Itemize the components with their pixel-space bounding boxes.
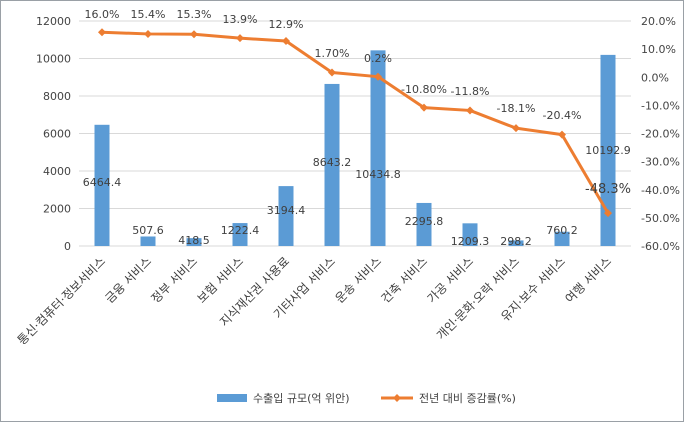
line-point — [98, 28, 106, 37]
line-point — [236, 34, 244, 43]
line-point — [512, 124, 520, 133]
bar-value-label: 298.2 — [500, 235, 532, 248]
bar-series — [94, 50, 616, 247]
legend-bar-swatch — [217, 394, 247, 402]
right-tick-label: -40.0% — [641, 184, 680, 197]
bar — [232, 223, 248, 246]
left-tick-label: 0 — [64, 240, 71, 253]
bar-value-label: 10192.9 — [585, 144, 631, 157]
bar — [462, 223, 478, 246]
line-value-label: 16.0% — [85, 8, 120, 21]
right-tick-label: -10.0% — [641, 99, 680, 112]
line-point — [374, 72, 382, 81]
right-tick-label: 20.0% — [641, 15, 676, 28]
line-value-label: -48.3% — [585, 182, 631, 197]
bar — [278, 186, 294, 246]
bar-value-label: 6464.4 — [83, 176, 122, 189]
left-tick-label: 10000 — [36, 53, 71, 66]
bar — [140, 236, 156, 246]
legend-line-label: 전년 대비 증감률(%) — [419, 392, 516, 405]
right-tick-label: -30.0% — [641, 156, 680, 169]
legend-bar-label: 수출입 규모(억 위안) — [253, 392, 350, 405]
category-label: 통신·컴퓨터·정보서비스 — [15, 254, 108, 347]
line-point — [144, 29, 152, 38]
line-point — [466, 106, 474, 115]
left-tick-label: 12000 — [36, 15, 71, 28]
bar — [94, 124, 110, 246]
line-value-label: 13.9% — [223, 13, 258, 26]
bar — [416, 202, 432, 246]
line-value-label: 12.9% — [269, 18, 304, 31]
right-tick-label: -60.0% — [641, 240, 680, 253]
gridlines — [79, 20, 631, 247]
bar — [600, 54, 616, 247]
line-point — [420, 103, 428, 112]
line-value-label: -10.80% — [401, 83, 447, 96]
bar-value-label: 507.6 — [132, 224, 164, 237]
right-tick-label: -20.0% — [641, 128, 680, 141]
bar — [370, 50, 386, 246]
bar-value-label: 8643.2 — [313, 156, 352, 169]
bar — [324, 83, 340, 246]
line-value-label: 15.4% — [131, 8, 166, 21]
line-point — [190, 30, 198, 39]
category-label: 운송 서비스 — [332, 254, 384, 306]
bar-value-label: 3194.4 — [267, 204, 306, 217]
bar — [508, 240, 524, 246]
bar-value-label: 1209.3 — [451, 235, 490, 248]
right-tick-label: 0.0% — [641, 71, 669, 84]
category-label: 정부 서비스 — [148, 254, 200, 306]
bar — [186, 238, 202, 246]
legend: 수출입 규모(억 위안) 전년 대비 증감률(%) — [217, 392, 516, 405]
line-value-label: 15.3% — [177, 8, 212, 21]
right-tick-label: 10.0% — [641, 43, 676, 56]
line-value-label: 0.2% — [364, 52, 392, 65]
category-label: 금융 서비스 — [102, 254, 154, 306]
line-point — [328, 68, 336, 77]
category-label: 건축 서비스 — [378, 254, 430, 306]
left-tick-label: 2000 — [43, 203, 71, 216]
right-tick-label: -50.0% — [641, 212, 680, 225]
bar-value-labels: 6464.4 507.6 418.5 1222.4 3194.4 8643.210434.… — [83, 144, 631, 248]
line-value-label: -18.1% — [497, 102, 536, 115]
line-point — [558, 130, 566, 139]
right-axis-ticks: -60.0% -50.0% -40.0% -30.0% -20.0% -10.0% 0.0%… — [641, 15, 680, 253]
line-value-label: -20.4% — [543, 109, 582, 122]
bar — [554, 231, 570, 246]
left-tick-label: 6000 — [43, 128, 71, 141]
legend-line-marker — [393, 394, 401, 402]
line-value-label: 1.70% — [315, 47, 350, 60]
bar-value-label: 760.2 — [546, 224, 578, 237]
category-label: 개인·문화·오락 서비스 — [434, 254, 522, 342]
bar-value-label: 418.5 — [178, 234, 210, 247]
line-value-label: -11.8% — [451, 85, 490, 98]
line-path — [101, 30, 610, 214]
bar-value-label: 1222.4 — [221, 224, 260, 237]
bar-value-label: 2295.8 — [405, 215, 444, 228]
left-tick-label: 8000 — [43, 90, 71, 103]
line-point — [604, 209, 612, 218]
line-value-labels: 16.0% 15.4% 15.3% 13.9% 12.9% 1.70% 0.2% -10.80… — [85, 8, 631, 197]
line-series — [98, 28, 612, 218]
bar-value-label: 10434.8 — [355, 168, 401, 181]
line-point — [282, 36, 290, 45]
left-tick-label: 4000 — [43, 165, 71, 178]
left-axis-ticks: 0 2000 4000 6000 8000 10000 12000 — [36, 15, 71, 253]
category-label: 여행 서비스 — [562, 254, 614, 306]
